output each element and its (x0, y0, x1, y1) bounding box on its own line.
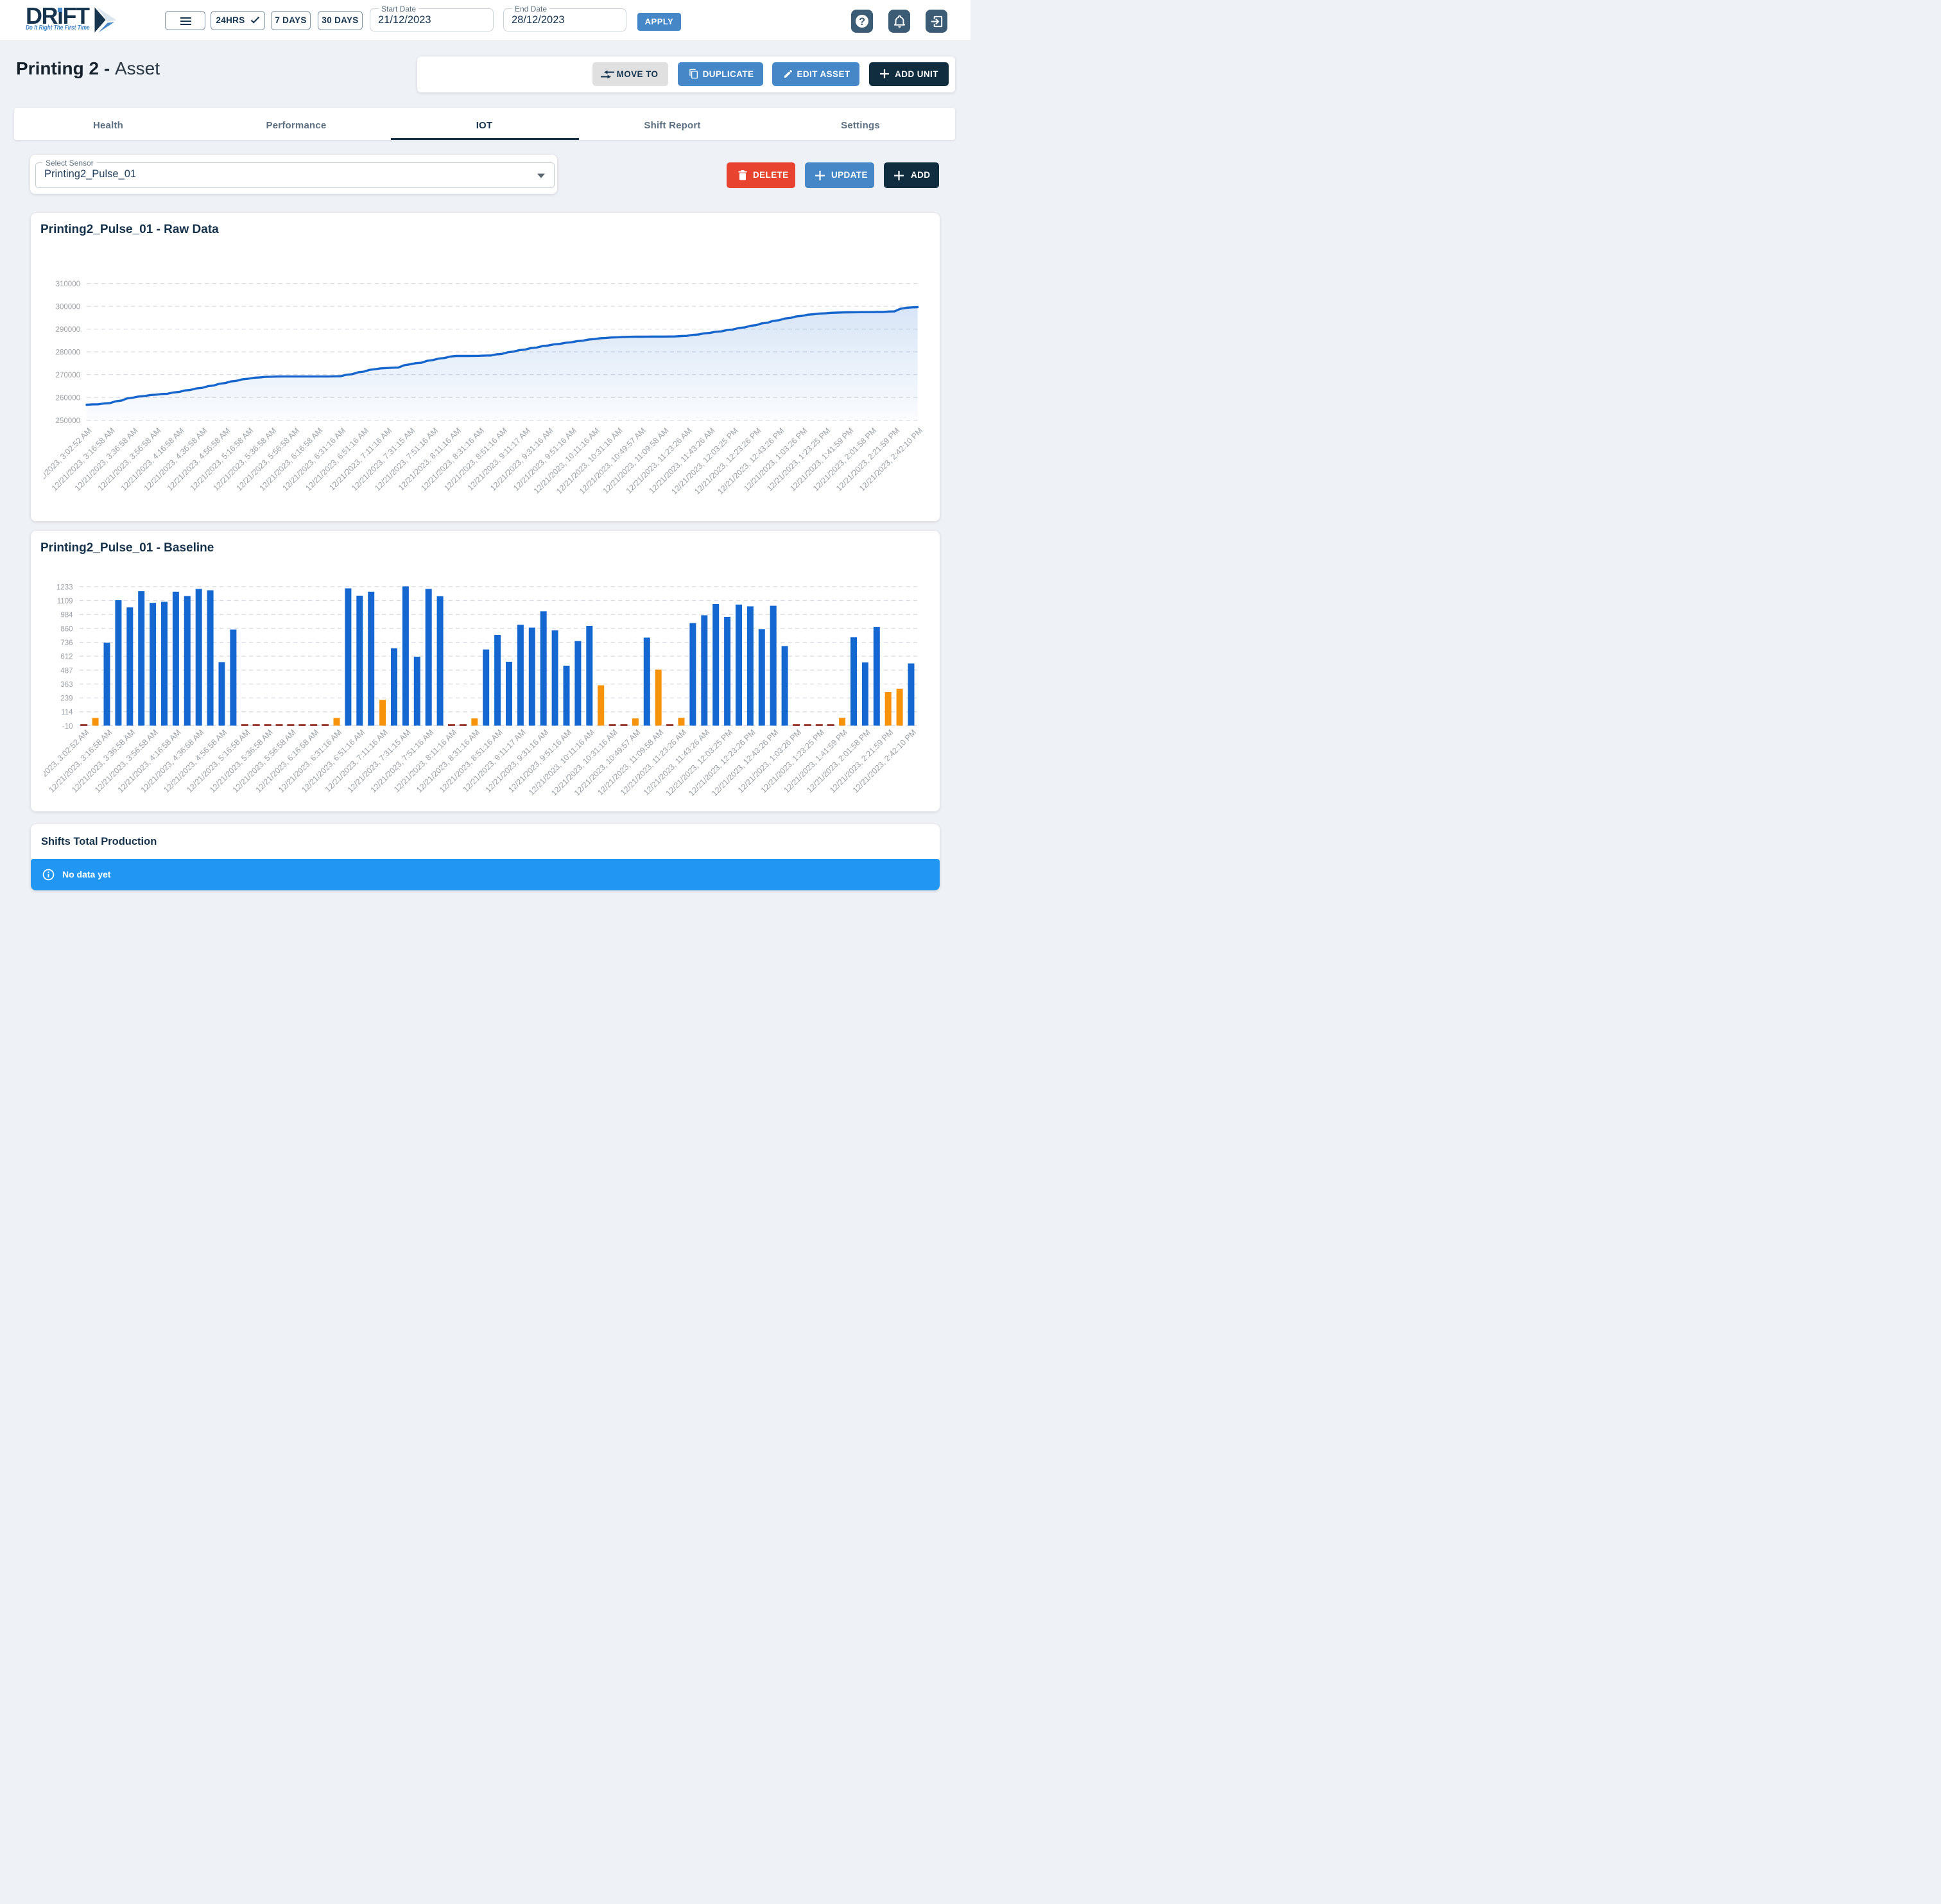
svg-text:736: 736 (60, 639, 73, 647)
svg-text:250000: 250000 (56, 417, 80, 425)
svg-text:-10: -10 (62, 723, 73, 731)
svg-text:300000: 300000 (56, 304, 80, 311)
svg-text:984: 984 (60, 612, 73, 619)
svg-text:310000: 310000 (56, 281, 80, 288)
svg-text:1233: 1233 (56, 584, 73, 591)
svg-text:270000: 270000 (56, 372, 80, 379)
svg-text:239: 239 (60, 695, 73, 703)
svg-text:1109: 1109 (57, 598, 73, 605)
svg-text:487: 487 (60, 667, 73, 675)
svg-text:612: 612 (60, 653, 73, 661)
svg-text:260000: 260000 (56, 395, 80, 402)
svg-text:290000: 290000 (56, 326, 80, 334)
svg-text:?: ? (859, 16, 865, 28)
svg-text:114: 114 (61, 709, 73, 716)
svg-text:280000: 280000 (56, 349, 80, 357)
svg-text:860: 860 (60, 625, 73, 633)
svg-text:363: 363 (60, 681, 73, 689)
